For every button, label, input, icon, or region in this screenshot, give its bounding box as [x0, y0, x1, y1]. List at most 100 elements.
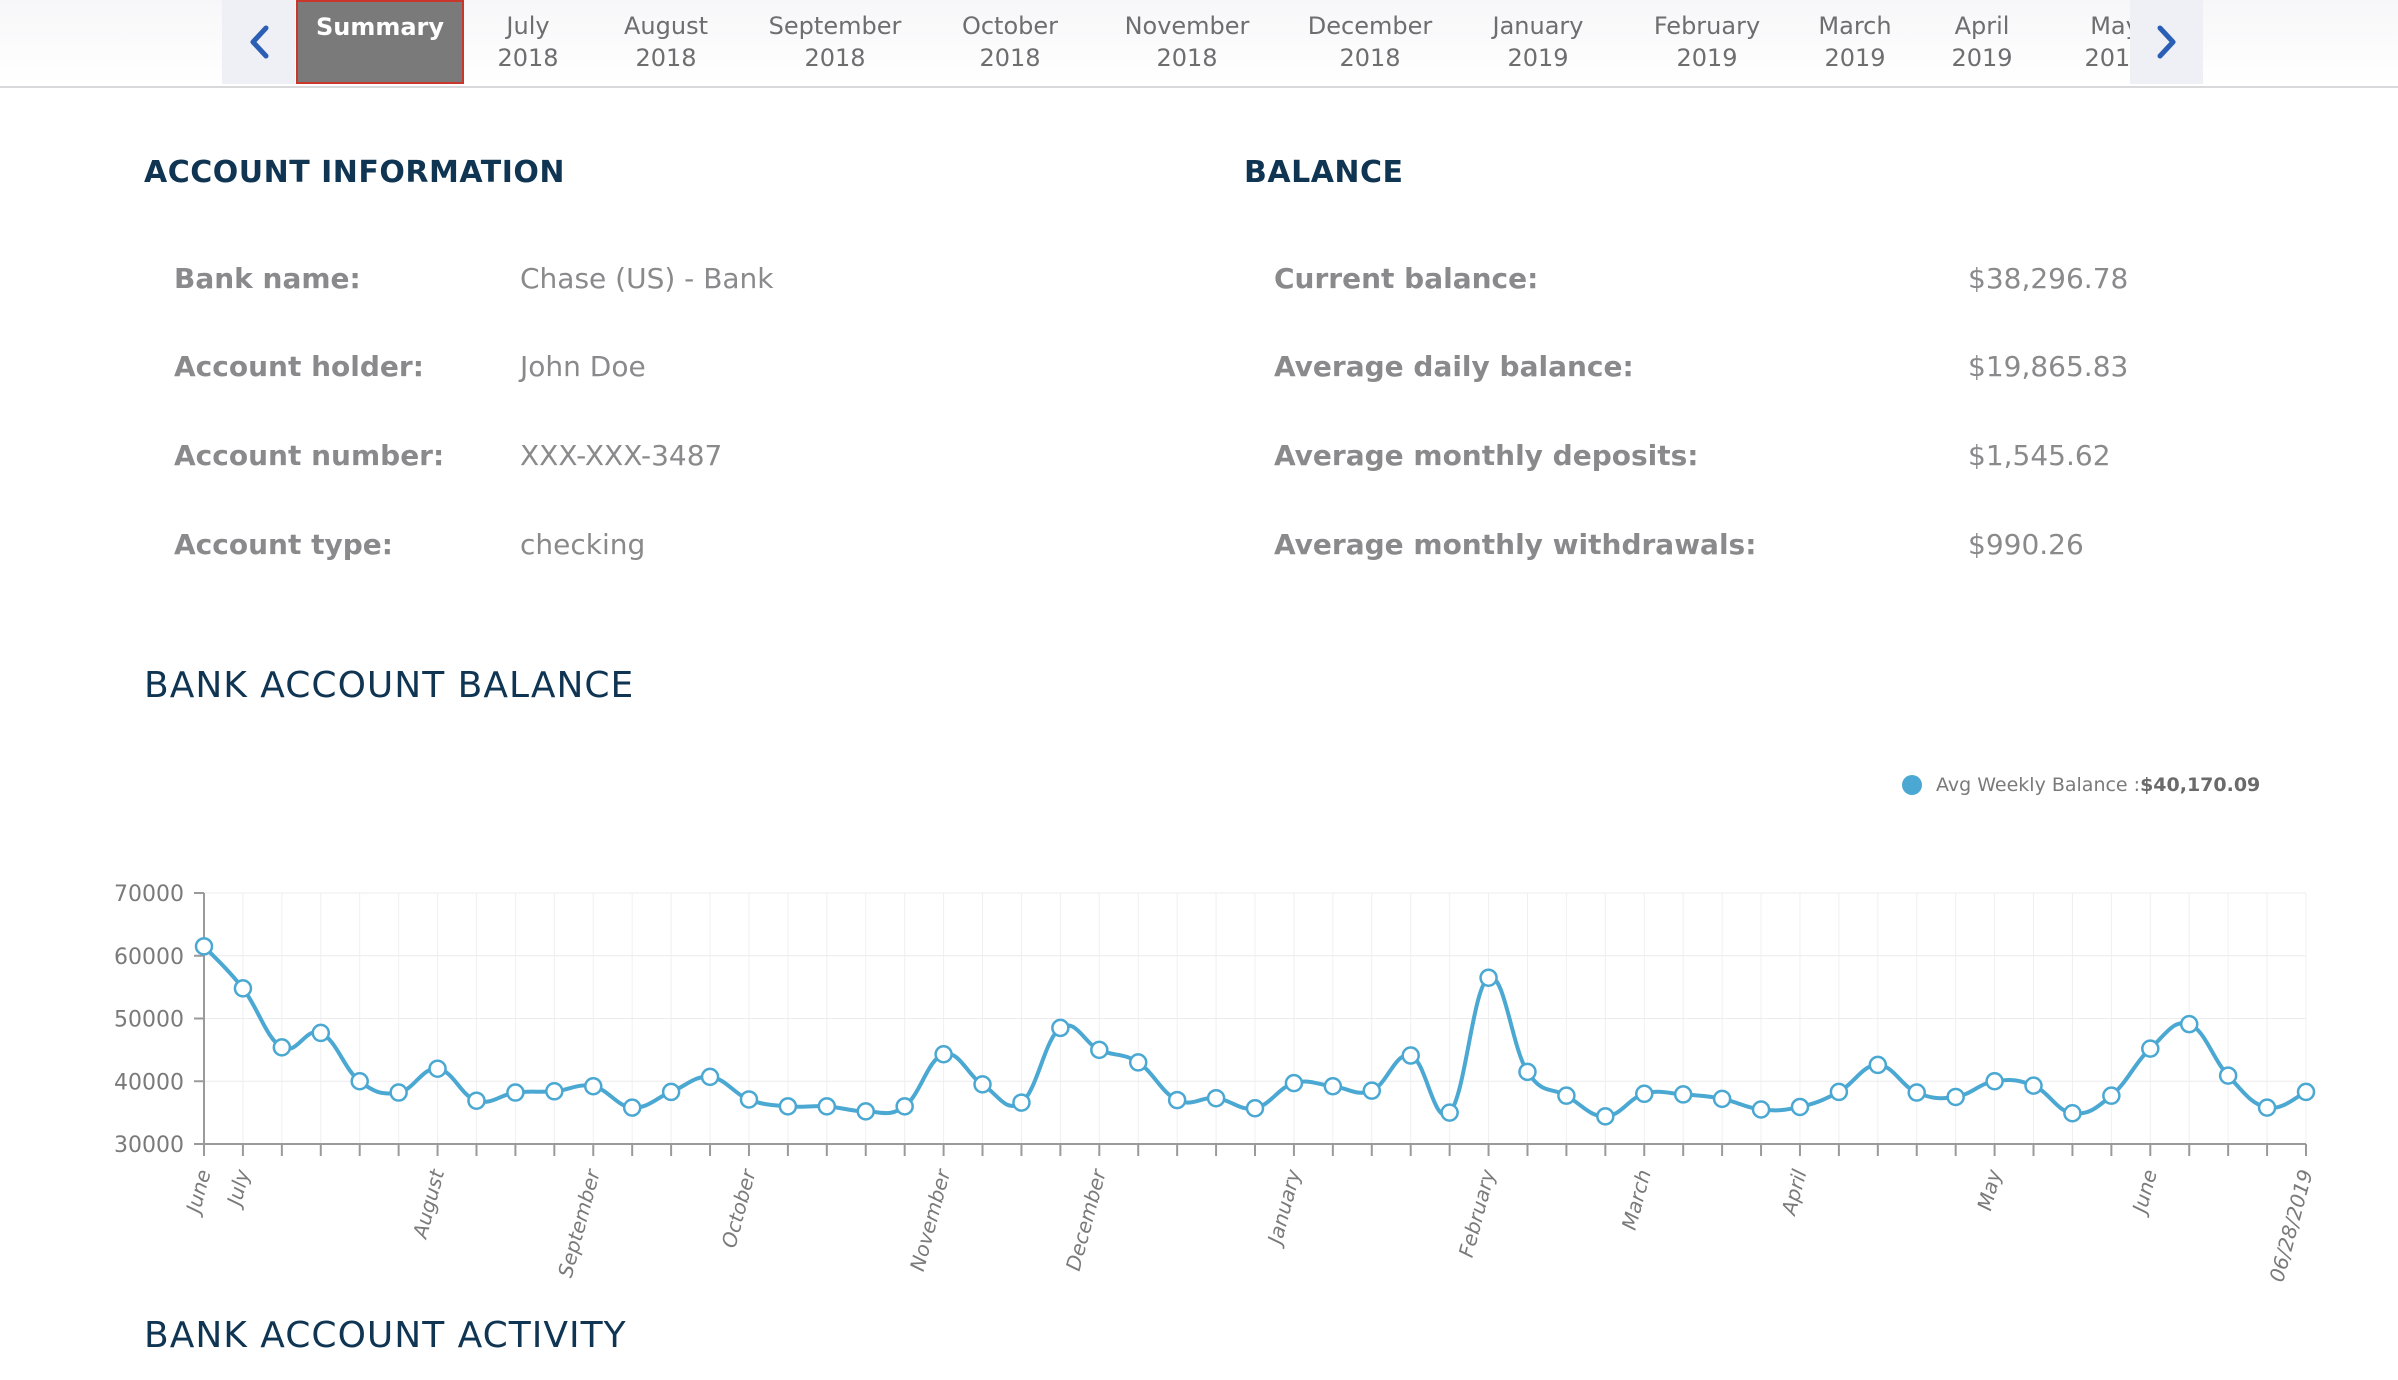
data-point	[1479, 968, 1498, 987]
data-point	[389, 1083, 408, 1102]
data-point	[1051, 1018, 1070, 1038]
x-tick-label: May	[1972, 1166, 2006, 1213]
current-balance-value: $38,296.78	[1968, 262, 2129, 295]
x-tick-label: January	[1262, 1166, 1306, 1250]
tab-october-2018[interactable]: October 2018	[945, 0, 1075, 84]
tab-may-2019[interactable]: May 2019	[2075, 0, 2130, 84]
data-point	[467, 1091, 486, 1110]
tab-label-year: 2018	[1156, 44, 1218, 72]
balance-title: BALANCE	[1244, 155, 1404, 190]
data-point	[1829, 1082, 1849, 1102]
account-information-title: ACCOUNT INFORMATION	[144, 155, 565, 190]
data-point	[1946, 1087, 1965, 1107]
y-tick-label: 60000	[114, 945, 184, 970]
previous-tab-button[interactable]	[222, 0, 295, 84]
data-point	[1596, 1107, 1615, 1126]
data-point	[895, 1097, 914, 1116]
data-point	[1206, 1088, 1226, 1108]
data-point	[1167, 1090, 1187, 1110]
data-point	[1440, 1103, 1459, 1122]
tab-label-month: December	[1307, 12, 1433, 40]
chart-legend[interactable]: Avg Weekly Balance : $40,170.09	[1902, 770, 2260, 800]
x-tick-label: April	[1776, 1166, 1812, 1219]
data-point	[817, 1097, 837, 1116]
x-tick-label: 06/28/2019	[2265, 1167, 2318, 1285]
tab-label-month: February	[1653, 12, 1761, 40]
data-point	[1635, 1084, 1654, 1104]
next-tab-button[interactable]	[2130, 0, 2203, 84]
x-tick-label: February	[1454, 1166, 1501, 1260]
tab-label-month: May	[2090, 12, 2130, 40]
y-tick-label: 70000	[114, 882, 184, 907]
data-point	[856, 1102, 875, 1121]
tab-august-2018[interactable]: August 2018	[606, 0, 726, 84]
account-holder-value: John Doe	[520, 350, 646, 383]
tab-label-year: 2019	[1951, 44, 2013, 72]
legend-marker-icon	[1902, 775, 1922, 795]
data-point	[1245, 1098, 1265, 1118]
data-point	[1323, 1077, 1343, 1096]
tab-label-month: September	[768, 12, 902, 40]
tabs-viewport: Summary July 2018 August 2018 September …	[295, 0, 2130, 86]
x-tick-label: March	[1617, 1167, 1656, 1233]
average-monthly-deposits-value: $1,545.62	[1968, 439, 2111, 472]
x-tick-label: June	[180, 1167, 215, 1219]
average-monthly-withdrawals-label: Average monthly withdrawals:	[1274, 528, 1757, 561]
tab-november-2018[interactable]: November 2018	[1107, 0, 1267, 84]
data-point	[1868, 1055, 1888, 1075]
legend-value: $40,170.09	[2140, 774, 2261, 796]
x-tick-label: August	[407, 1166, 449, 1243]
tab-label-month: August	[624, 12, 708, 40]
data-point	[973, 1075, 992, 1094]
data-point	[2296, 1082, 2316, 1102]
tab-march-2019[interactable]: March 2019	[1800, 0, 1910, 84]
tab-label-year: 2019	[1676, 44, 1738, 72]
x-tick-label: September	[553, 1165, 605, 1280]
average-monthly-withdrawals-value: $990.26	[1968, 528, 2084, 561]
data-point	[1751, 1100, 1771, 1119]
x-tick-label: June	[2126, 1167, 2161, 1219]
tab-february-2019[interactable]: February 2019	[1637, 0, 1777, 84]
data-point	[194, 937, 214, 956]
data-point	[2179, 1014, 2199, 1034]
data-point	[2063, 1104, 2082, 1123]
data-point	[1557, 1086, 1576, 1105]
account-type-value: checking	[520, 528, 646, 561]
tab-label-year: 2018	[804, 44, 866, 72]
account-number-label: Account number:	[174, 439, 445, 472]
data-point	[1673, 1085, 1693, 1104]
data-point	[934, 1045, 953, 1064]
data-point	[233, 979, 253, 998]
current-balance-label: Current balance:	[1274, 262, 1539, 295]
tab-label-month: January	[1492, 12, 1584, 40]
tab-december-2018[interactable]: December 2018	[1295, 0, 1445, 84]
data-point	[700, 1067, 720, 1087]
tab-label-year: 2019	[1507, 44, 1569, 72]
x-tick-label: November	[905, 1165, 956, 1273]
data-point	[1790, 1097, 1810, 1117]
tab-september-2018[interactable]: September 2018	[760, 0, 910, 84]
tab-label-year: 2018	[497, 44, 559, 72]
data-point	[2218, 1066, 2238, 1085]
tab-label-year: 2019	[2084, 44, 2130, 72]
tab-summary[interactable]: Summary	[296, 0, 464, 84]
data-point	[1518, 1062, 1537, 1082]
tab-label-year: 2018	[635, 44, 697, 72]
tab-label-year: 2019	[1824, 44, 1886, 72]
data-point	[311, 1023, 331, 1043]
tab-april-2019[interactable]: April 2019	[1942, 0, 2022, 84]
x-tick-label: July	[221, 1166, 255, 1212]
tab-january-2019[interactable]: January 2019	[1473, 0, 1603, 84]
bank-account-balance-heading: BANK ACCOUNT BALANCE	[144, 665, 635, 706]
data-point	[350, 1072, 369, 1091]
data-point	[622, 1098, 642, 1117]
data-point	[1284, 1073, 1304, 1093]
data-point	[272, 1038, 292, 1057]
data-point	[1712, 1089, 1732, 1109]
tab-july-2018[interactable]: July 2018	[473, 0, 583, 84]
data-point	[428, 1059, 447, 1078]
data-point	[1907, 1083, 1926, 1102]
data-point	[2102, 1086, 2121, 1105]
data-point	[545, 1082, 564, 1101]
